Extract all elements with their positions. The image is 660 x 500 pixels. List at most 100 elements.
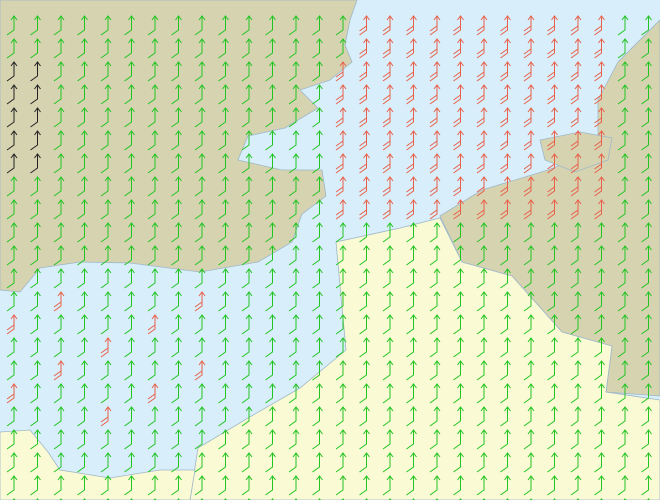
wind-barb — [53, 107, 65, 128]
wind-barb — [406, 429, 417, 450]
wind-barb — [288, 452, 300, 473]
wind-barb — [100, 291, 112, 312]
wind-barb — [124, 153, 135, 174]
wind-barb — [30, 452, 41, 473]
wind-barb — [30, 107, 41, 128]
wind-barb — [265, 84, 276, 105]
wind-barb — [77, 222, 88, 243]
wind-barb — [523, 291, 535, 312]
wind-barb — [147, 429, 159, 450]
wind-barb — [124, 245, 135, 266]
wind-barb — [429, 245, 441, 266]
wind-barb — [106, 498, 110, 500]
wind-barb — [100, 153, 112, 174]
wind-barb — [171, 176, 182, 197]
wind-barb — [547, 38, 558, 59]
wind-barb — [406, 360, 417, 381]
wind-barb — [312, 383, 323, 404]
wind-barb — [500, 38, 511, 59]
wind-barb — [429, 383, 441, 404]
wind-barb — [312, 475, 323, 496]
wind-barb — [594, 84, 605, 105]
wind-barb — [6, 452, 18, 473]
wind-barb — [218, 222, 229, 243]
wind-barb — [335, 245, 347, 266]
wind-barb — [406, 314, 417, 335]
wind-barb — [382, 38, 394, 59]
wind-barb — [100, 199, 112, 220]
wind-barb — [100, 452, 112, 473]
wind-barb — [100, 383, 112, 404]
wind-barb — [382, 268, 394, 289]
wind-barb — [382, 429, 394, 450]
wind-barb — [359, 406, 370, 427]
wind-barb — [147, 61, 159, 82]
wind-barb — [617, 291, 629, 312]
wind-barb — [100, 314, 112, 335]
wind-barb — [218, 15, 229, 36]
wind-barb — [476, 176, 488, 197]
wind-barb — [617, 429, 629, 450]
wind-barb — [641, 360, 652, 381]
wind-barb — [147, 222, 159, 243]
wind-barb — [429, 268, 441, 289]
wind-barb — [147, 337, 159, 358]
wind-barb — [476, 61, 488, 82]
wind-barb — [194, 245, 206, 266]
wind-barb — [388, 498, 392, 500]
wind-barb — [476, 38, 488, 59]
wind-barb — [547, 61, 558, 82]
wind-barb — [500, 268, 511, 289]
wind-barb — [147, 130, 159, 151]
wind-barb — [547, 406, 558, 427]
wind-barb — [218, 452, 229, 473]
wind-barb — [218, 84, 229, 105]
wind-barb — [100, 222, 112, 243]
wind-barb — [265, 429, 276, 450]
wind-barb — [594, 38, 605, 59]
wind-barb — [224, 498, 227, 500]
wind-barb — [312, 107, 323, 128]
wind-barb — [500, 452, 511, 473]
wind-barb — [570, 245, 582, 266]
wind-barb — [382, 337, 394, 358]
wind-barb — [241, 291, 253, 312]
wind-barb — [100, 130, 112, 151]
wind-barb — [218, 337, 229, 358]
wind-barb — [77, 475, 88, 496]
wind-barb — [476, 130, 488, 151]
wind-barb — [53, 38, 65, 59]
wind-barb — [288, 222, 300, 243]
wind-barb — [265, 107, 276, 128]
wind-barb — [77, 429, 88, 450]
land-france — [189, 217, 660, 500]
wind-barb — [265, 337, 276, 358]
wind-barb — [406, 452, 417, 473]
wind-barb — [30, 475, 41, 496]
wind-barb — [641, 153, 652, 174]
wind-barb — [453, 291, 464, 312]
wind-barb — [100, 337, 112, 358]
wind-barb — [124, 452, 135, 473]
wind-barb — [617, 360, 629, 381]
wind-barb — [341, 498, 345, 500]
wind-barb — [218, 61, 229, 82]
wind-barb — [53, 314, 65, 335]
wind-barb — [641, 199, 652, 220]
wind-barb — [30, 199, 41, 220]
wind-barb — [382, 222, 394, 243]
wind-barb — [312, 15, 323, 36]
wind-barb — [77, 107, 88, 128]
wind-barb — [476, 15, 488, 36]
wind-barb — [647, 498, 650, 500]
wind-barb — [147, 199, 159, 220]
wind-barb — [147, 383, 159, 404]
wind-barb — [265, 360, 276, 381]
wind-barb — [124, 291, 135, 312]
wind-barb — [53, 406, 65, 427]
wind-barb — [641, 222, 652, 243]
wind-barb — [130, 498, 133, 500]
wind-barb — [171, 107, 182, 128]
wind-barb — [194, 337, 206, 358]
wind-barb — [171, 314, 182, 335]
